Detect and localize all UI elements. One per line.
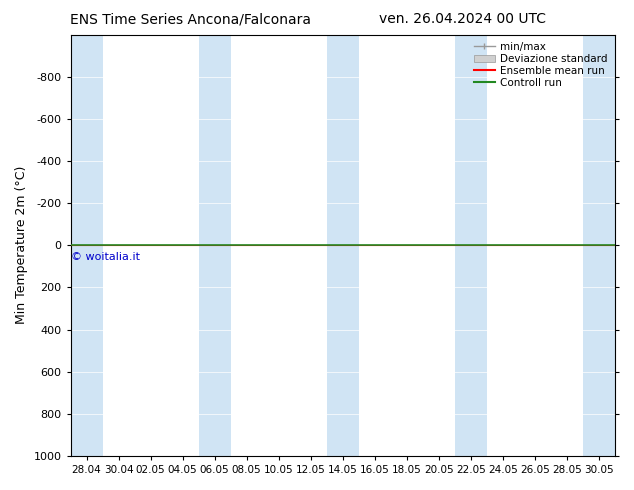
Text: ven. 26.04.2024 00 UTC: ven. 26.04.2024 00 UTC	[379, 12, 547, 26]
Bar	[583, 35, 615, 456]
Bar	[327, 35, 359, 456]
Bar	[70, 35, 103, 456]
Y-axis label: Min Temperature 2m (°C): Min Temperature 2m (°C)	[15, 166, 28, 324]
Bar	[455, 35, 487, 456]
Bar	[198, 35, 231, 456]
Text: © woitalia.it: © woitalia.it	[71, 251, 140, 262]
Text: ENS Time Series Ancona/Falconara: ENS Time Series Ancona/Falconara	[70, 12, 311, 26]
Legend: min/max, Deviazione standard, Ensemble mean run, Controll run: min/max, Deviazione standard, Ensemble m…	[472, 40, 610, 90]
